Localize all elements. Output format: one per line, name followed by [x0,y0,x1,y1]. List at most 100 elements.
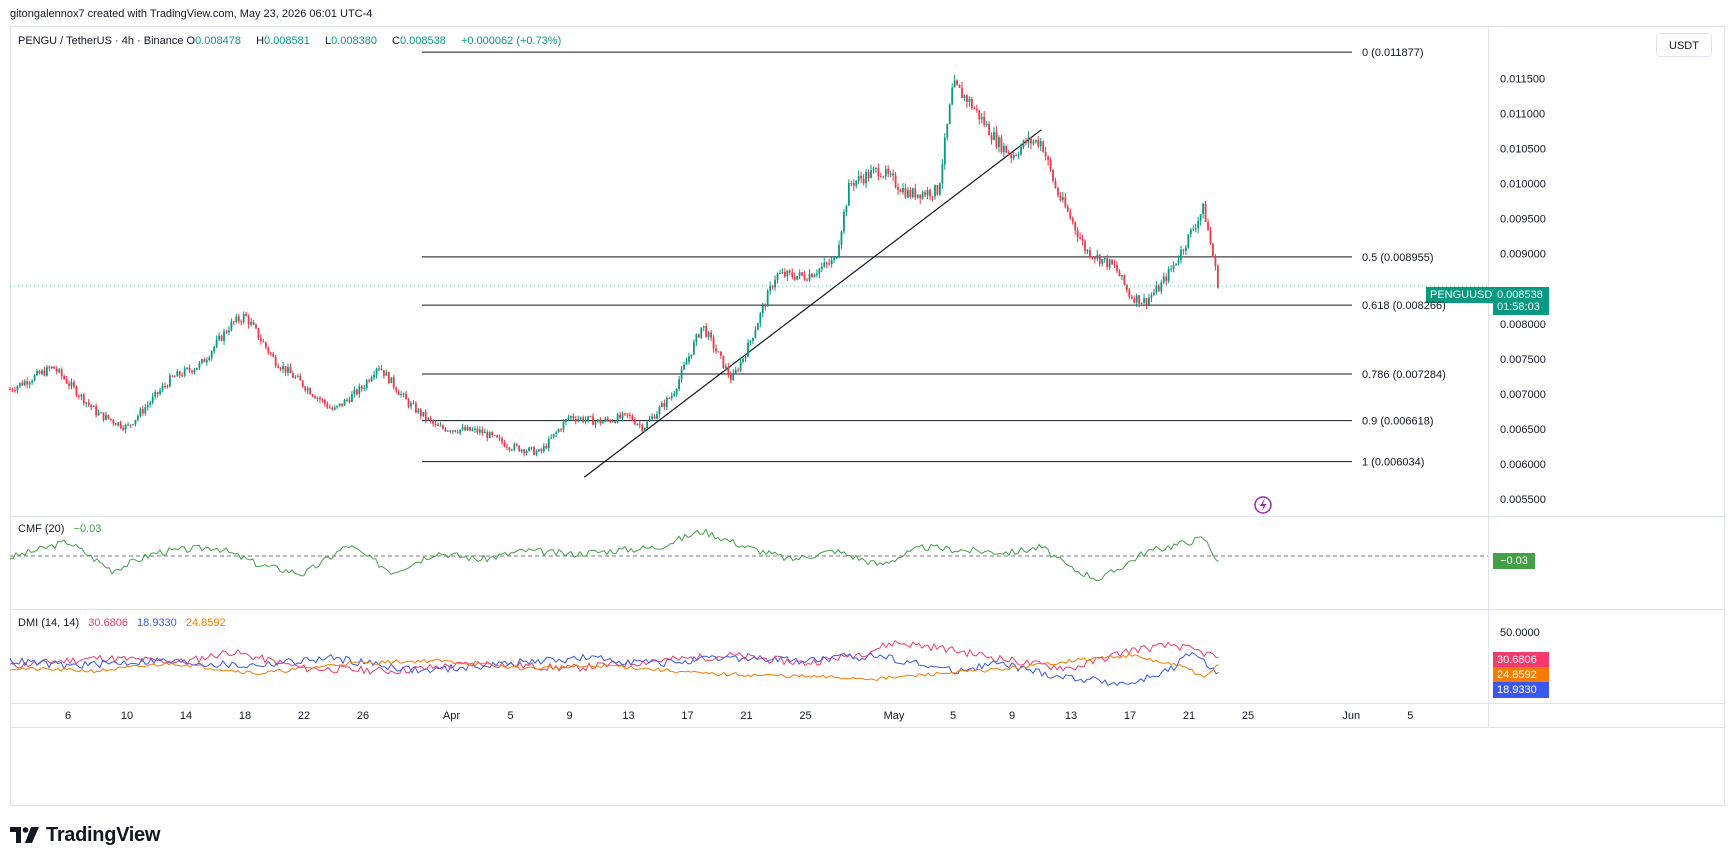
candle-body [215,339,218,347]
cmf-value: −0.03 [73,523,102,535]
candle-body [1108,259,1111,268]
time-axis-tick: Jun [1342,710,1360,722]
candle-body [1165,276,1168,282]
candle-body [348,399,351,403]
candle-body [766,291,769,307]
price-axis-tick: 0.007500 [1500,354,1546,366]
candle-body [690,354,693,357]
candle-body [784,272,786,277]
candle-body [328,407,331,409]
candle-body [818,268,821,274]
candle-body [496,435,498,438]
candle-body [1054,181,1057,188]
cmf-legend[interactable]: CMF (20) −0.03 [18,523,107,535]
time-axis-tick: Apr [443,710,460,722]
candle-body [360,386,363,389]
candle-body [387,372,390,384]
candle-body [444,428,447,432]
candle-body [887,168,890,174]
candle-body [326,403,329,408]
candle-body [191,370,193,373]
candle-body [1039,141,1042,147]
currency-button[interactable]: USDT [1656,33,1712,57]
candle-body [385,372,388,376]
candle-body [491,432,494,435]
candle-body [1052,169,1054,182]
candle-body [1194,227,1197,230]
candle-body [850,182,853,184]
fib-level-label: 0 (0.011877) [1362,47,1424,59]
candle-body [606,418,609,420]
price-axis-tick: 0.010500 [1500,144,1546,156]
candle-body [90,404,93,408]
candle-body [294,376,297,378]
candle-body [953,80,956,88]
candle-body [82,394,85,404]
candle-body [707,332,710,337]
candle-body [412,403,415,405]
candle-body [828,263,831,265]
price-axis-tick: 0.005500 [1500,494,1546,506]
candle-body [594,421,597,425]
candle-body [985,123,988,125]
candle-body [1106,257,1109,268]
dmi-legend[interactable]: DMI (14, 14) 30.6806 18.9330 24.8592 [18,617,232,629]
candle-body [375,368,378,375]
dmi-adx-line [9,653,1219,682]
candle-body [1037,140,1040,147]
pane-separator[interactable] [10,516,1725,517]
candle-body [601,421,604,424]
candle-body [533,447,535,455]
candle-body [579,417,582,419]
candle-body [936,185,939,195]
candle-body [641,424,644,431]
pane-separator[interactable] [10,609,1725,610]
symbol-legend[interactable]: PENGU / TetherUS · 4h · Binance O0.00847… [18,35,567,47]
candle-body [250,322,252,325]
candle-body [958,84,961,88]
candle-body [1175,263,1177,265]
candle-body [171,375,174,377]
candle-body [80,394,83,397]
candle-body [1079,237,1081,239]
candle-body [392,377,395,388]
candle-body [710,332,712,338]
candle-body [478,429,481,433]
candle-body [715,348,717,352]
candle-body [665,397,668,407]
candle-body [1032,141,1035,144]
candle-body [68,383,70,386]
candle-body [1020,146,1022,155]
candle-body [1027,137,1030,144]
candle-body [1064,197,1067,207]
candle-body [843,212,845,232]
candle-body [1180,249,1182,260]
candle-body [255,324,257,329]
low-label: L [324,35,332,47]
candle-body [144,407,147,414]
tradingview-logo[interactable]: TradingView [10,823,160,847]
candle-body [405,393,407,400]
high-label: H [256,35,265,47]
candle-body [146,404,149,408]
candle-body [518,445,521,452]
candle-body [461,427,464,430]
candle-body [604,418,607,422]
candle-body [791,272,794,277]
trendline [583,129,1042,478]
candle-body [1202,204,1204,215]
candle-body [1034,140,1037,142]
candle-body [9,389,11,391]
candle-body [469,427,471,431]
candle-body [336,405,339,408]
candle-body [380,368,383,371]
candle-body [240,321,243,323]
candle-body [948,104,951,124]
candle-body [670,395,673,399]
candle-body [274,356,277,366]
candle-body [914,188,917,198]
symbol-title[interactable]: PENGU / TetherUS · 4h · Binance [18,35,184,47]
candle-body [341,403,343,406]
candle-body [323,399,326,404]
